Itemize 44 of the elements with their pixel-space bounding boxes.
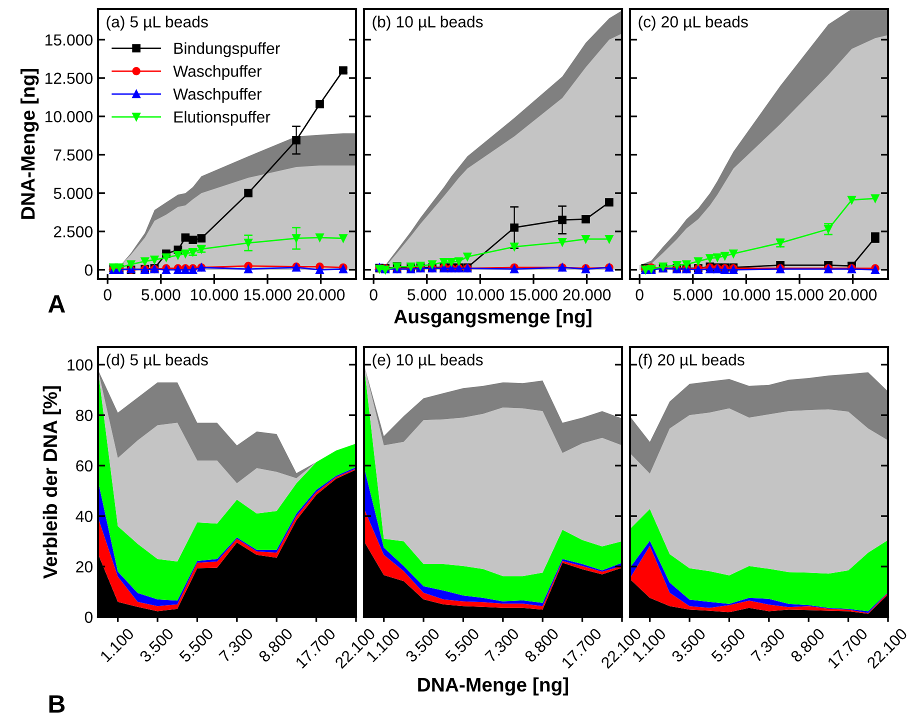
y-tick-label: 20: [76, 561, 93, 572]
legend-label: Bindungspuffer: [174, 42, 280, 58]
y-axis-title: Verbleib der DNA [%]: [42, 386, 61, 579]
y-tick-label: 60: [76, 460, 93, 472]
x-tick-label: 20.000: [563, 289, 611, 300]
chart-title: (a) 5 µL beads: [106, 16, 208, 31]
x-axis-title: Ausgangsmenge [ng]: [394, 309, 592, 328]
y-axis-title: DNA-Menge [ng]: [20, 68, 39, 219]
x-tick-label: 5.000: [142, 289, 180, 300]
chart-title: (b) 10 µL beads: [372, 16, 483, 31]
x-tick-label: 20.000: [297, 289, 345, 300]
chart-title: (e) 10 µL beads: [372, 354, 483, 369]
chart-title: (f) 20 µL beads: [638, 354, 744, 369]
x-tick-label: 20.000: [829, 289, 877, 300]
y-tick-label: 15.000: [46, 34, 93, 46]
x-tick-label: 0: [370, 289, 378, 300]
legend-label: Waschpuffer: [173, 88, 262, 103]
y-tick-label: 5.000: [54, 188, 93, 200]
y-tick-label: 7.500: [54, 149, 93, 161]
chart-title: (c) 20 µL beads: [638, 16, 748, 31]
y-tick-label: 100: [68, 359, 93, 371]
y-tick-label: 0: [84, 612, 93, 623]
x-tick-label: 5.000: [408, 289, 446, 300]
text: A: [48, 295, 66, 312]
x-tick-label: 10.000: [723, 289, 770, 300]
x-tick-label: 15.000: [776, 289, 824, 300]
legend-label: Elutionspuffer: [174, 110, 270, 126]
y-tick-label: 12.500: [46, 72, 93, 84]
y-tick-label: 40: [76, 510, 93, 522]
legend-label: Waschpuffer: [173, 65, 262, 80]
y-tick-label: 2.500: [54, 226, 93, 238]
x-axis-title: DNA-Menge [ng]: [418, 677, 568, 696]
x-tick-label: 10.000: [191, 289, 238, 300]
x-tick-label: 0: [104, 289, 112, 300]
x-tick-label: 0: [636, 289, 644, 300]
y-tick-label: 80: [76, 410, 93, 422]
x-tick-label: 10.000: [457, 289, 504, 300]
text: B: [49, 695, 65, 713]
x-tick-label: 15.000: [244, 289, 292, 300]
chart-title: (d) 5 µL beads: [106, 354, 208, 369]
y-tick-label: 10.000: [46, 111, 93, 122]
x-tick-label: 15.000: [510, 289, 558, 300]
y-tick-label: 0: [84, 264, 93, 276]
x-tick-label: 5.000: [674, 289, 712, 300]
